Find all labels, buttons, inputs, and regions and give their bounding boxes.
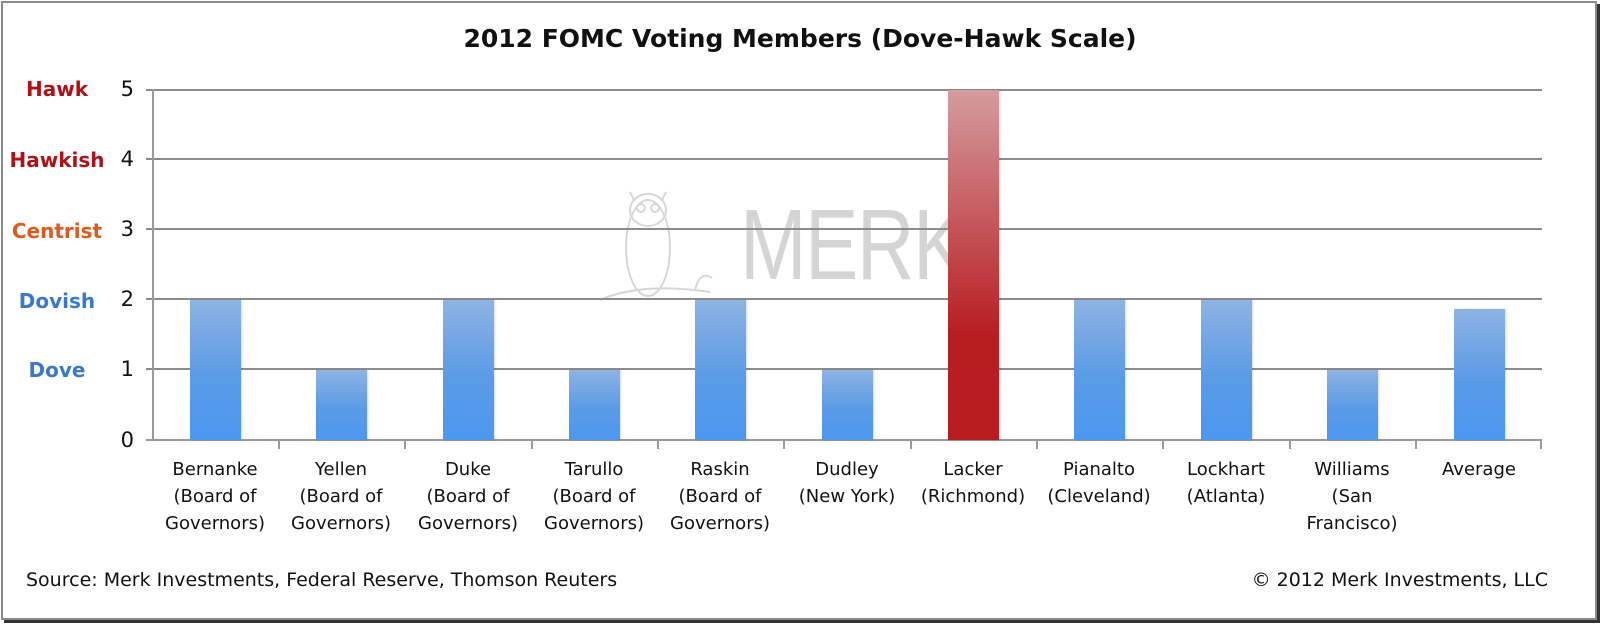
x-label-yellen: Yellen (Board of Governors) [291,459,391,534]
bar-bernanke [190,300,241,440]
y-label-dove: Dove [28,358,86,382]
x-label-tarullo: Tarullo (Board of Governors) [544,459,644,534]
x-tick [278,441,280,449]
y-label-dovish: Dovish [18,289,96,313]
y-tick-1: 1 [120,357,134,381]
gridline-3 [146,228,1542,230]
gridline-5 [146,89,1542,91]
y-tick-5: 5 [120,77,134,101]
x-label-bernanke: Bernanke (Board of Governors) [165,459,265,534]
x-label-pianalto: Pianalto (Cleveland) [1047,459,1151,507]
bar-yellen [316,370,367,440]
bar-dudley [822,370,873,440]
y-axis [152,89,154,440]
y-tick-3: 3 [120,217,134,241]
x-tick [404,441,406,449]
y-tick-0: 0 [120,428,134,452]
y-label-hawk: Hawk [25,77,88,101]
x-tick [657,441,659,449]
source-note: Source: Merk Investments, Federal Reserv… [26,569,618,591]
x-tick [1415,441,1417,449]
y-tick-4: 4 [120,147,134,171]
bar-duke [443,300,494,440]
copyright-note: © 2012 Merk Investments, LLC [1251,569,1548,591]
x-tick [910,441,912,449]
x-label-dudley: Dudley (New York) [798,459,896,507]
x-label-williams: Williams (San Francisco) [1306,459,1398,534]
x-label-average: Average [1442,459,1516,480]
y-tick-2: 2 [120,287,134,311]
x-tick [1289,441,1291,449]
gridline-4 [146,158,1542,160]
x-label-lockhart: Lockhart (Atlanta) [1186,459,1266,507]
x-axis [146,439,1542,441]
gridline-2 [146,298,1542,300]
plot-area [146,89,1542,449]
x-label-duke: Duke (Board of Governors) [418,459,518,534]
x-tick [783,441,785,449]
bar-lockhart [1201,300,1252,440]
bar-lacker [948,90,999,440]
chart-title: 2012 FOMC Voting Members (Dove-Hawk Scal… [463,24,1137,53]
x-tick [531,441,533,449]
y-label-centrist: Centrist [11,219,103,243]
bar-average [1454,309,1505,440]
x-tick [1540,441,1542,449]
x-label-raskin: Raskin (Board of Governors) [670,459,770,534]
bar-tarullo [569,370,620,440]
bar-pianalto [1074,300,1125,440]
bar-williams [1327,370,1378,440]
y-label-hawkish: Hawkish [9,148,105,172]
x-label-lacker: Lacker (Richmond) [920,459,1026,507]
gridline-1 [146,368,1542,370]
x-tick [1162,441,1164,449]
x-tick [1036,441,1038,449]
bar-raskin [695,300,746,440]
